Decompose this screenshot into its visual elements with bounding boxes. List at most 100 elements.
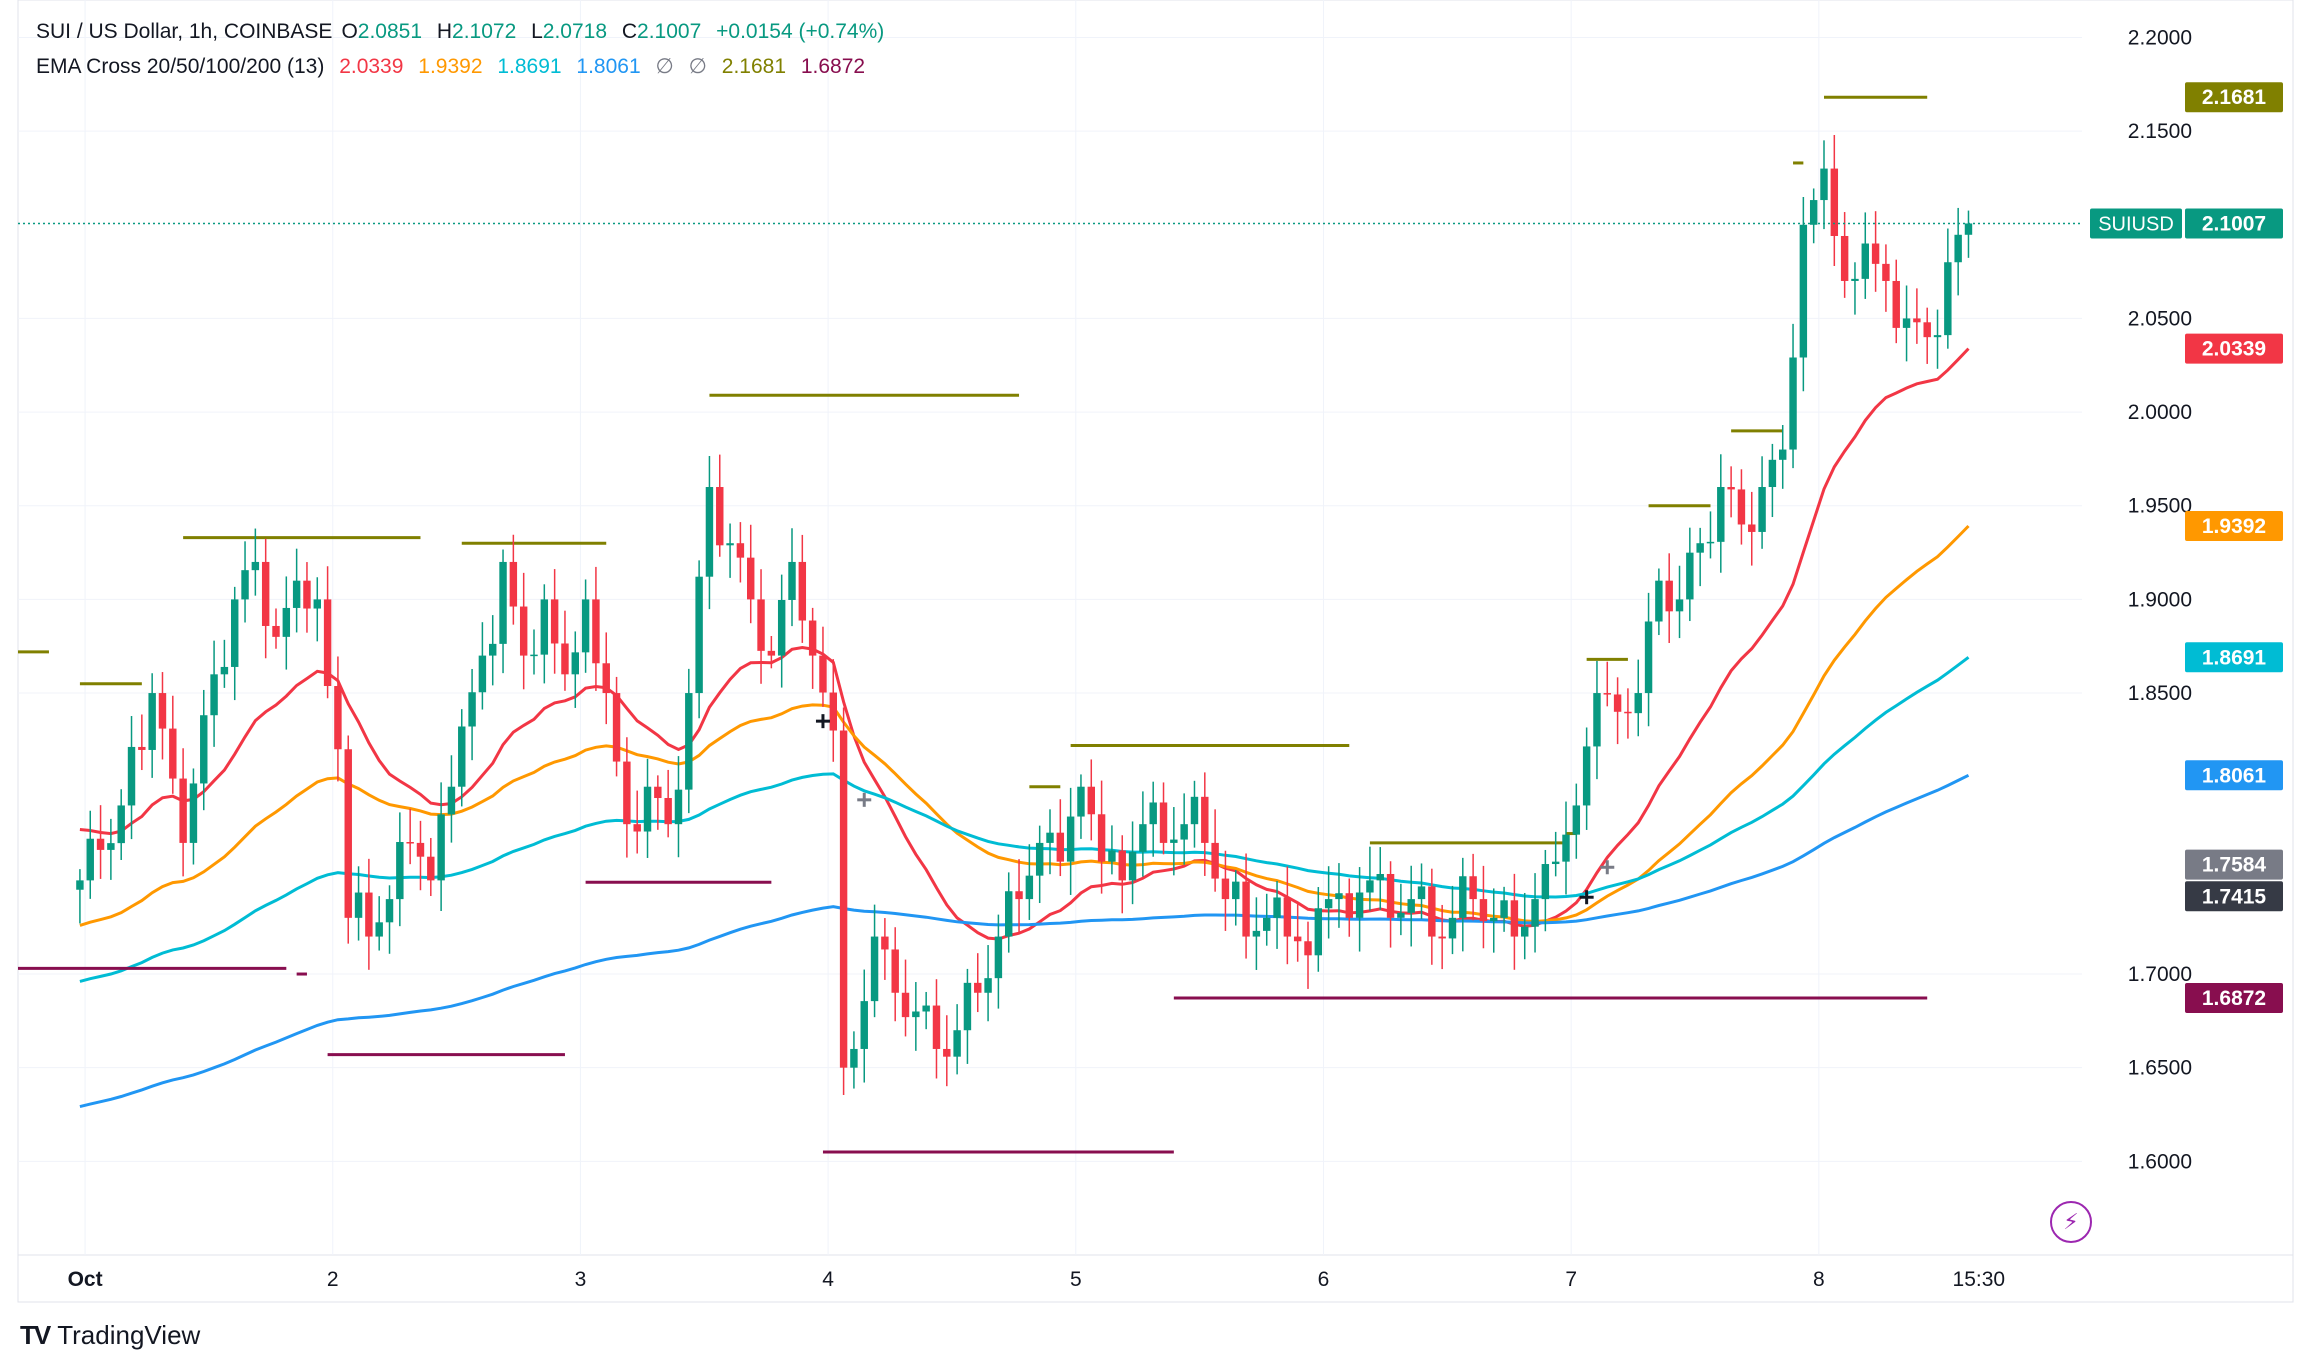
- candle-body: [282, 607, 291, 637]
- candle: [767, 635, 776, 669]
- candle: [695, 560, 703, 719]
- cross-mark: [1579, 890, 1594, 905]
- candle-body: [602, 663, 610, 694]
- candle: [231, 586, 239, 701]
- candle-body: [571, 652, 579, 675]
- candle-body: [860, 1001, 868, 1049]
- candle: [447, 755, 456, 843]
- low-label: L2.0718: [531, 20, 608, 43]
- candle-body: [1108, 850, 1116, 862]
- y-tick-label: 1.9500: [2128, 495, 2192, 518]
- candle-body: [210, 674, 218, 716]
- candle-body: [623, 761, 631, 825]
- candle-body: [385, 899, 394, 923]
- candle-body: [1737, 489, 1746, 525]
- candle: [251, 528, 260, 596]
- candle-body: [1779, 449, 1787, 460]
- candle: [1211, 809, 1219, 892]
- candle: [602, 632, 610, 725]
- candle-body: [96, 838, 105, 850]
- candle: [1438, 904, 1446, 970]
- candle: [1221, 850, 1230, 931]
- candle-body: [1056, 832, 1065, 862]
- candle-body: [1933, 335, 1942, 338]
- candle-body: [1799, 224, 1808, 358]
- x-tick-label: 6: [1318, 1268, 1330, 1291]
- candle: [127, 716, 136, 840]
- candle-body: [994, 936, 1003, 979]
- candle-body: [1861, 243, 1869, 279]
- candle: [1139, 791, 1147, 877]
- candle-body: [1634, 693, 1642, 714]
- candle: [974, 953, 982, 1013]
- candle: [1232, 870, 1240, 926]
- candle-body: [1717, 487, 1725, 542]
- candle: [1634, 659, 1642, 737]
- candle: [530, 629, 538, 675]
- price-axis[interactable]: 2.2000 2.1500 2.0500 2.0000 1.9500 1.9000 1.85…: [2128, 26, 2192, 1173]
- candle-body: [86, 838, 94, 881]
- tradingview-brand[interactable]: TV TradingView: [20, 1320, 200, 1351]
- candle: [489, 615, 497, 686]
- candle: [1190, 780, 1199, 848]
- candle: [1593, 660, 1601, 780]
- candle-body: [1448, 917, 1457, 939]
- cross-mark: [815, 714, 830, 729]
- candle: [1809, 188, 1818, 244]
- candle-body: [1345, 893, 1353, 918]
- candle: [819, 626, 827, 707]
- candle-body: [1459, 876, 1467, 918]
- ema50-line: [79, 524, 1970, 927]
- candle: [1686, 527, 1694, 622]
- candle: [592, 566, 600, 691]
- axis-price-tag: 2.1007: [2185, 208, 2283, 239]
- candle: [158, 672, 167, 760]
- candle-body: [1758, 487, 1766, 532]
- candle: [1768, 443, 1777, 518]
- ema100-value: 1.8691: [497, 55, 562, 78]
- symbol-legend[interactable]: SUI / US Dollar, 1h, COINBASE O2.0851 H2.…: [36, 20, 893, 44]
- ema200-value: 1.8061: [576, 55, 641, 78]
- candle: [107, 818, 115, 880]
- candle: [1324, 866, 1333, 939]
- candle: [1727, 466, 1735, 518]
- candle-body: [654, 786, 662, 799]
- price-tag-text: 2.1681: [2202, 86, 2267, 109]
- candle-body: [1582, 746, 1591, 806]
- candle-body: [509, 561, 518, 607]
- lightning-bolt-icon[interactable]: ⚡: [2050, 1201, 2092, 1243]
- candle-body: [1376, 874, 1384, 881]
- candle-body: [251, 561, 260, 571]
- candle-body: [1541, 864, 1550, 900]
- indicator-legend[interactable]: EMA Cross 20/50/100/200 (13) 2.0339 1.93…: [36, 54, 874, 79]
- price-tag-bg: [2185, 208, 2283, 239]
- candle: [736, 522, 745, 583]
- candle: [220, 639, 229, 688]
- price-tag-text: 1.6872: [2202, 987, 2266, 1010]
- ema200-line: [79, 773, 1970, 1109]
- candle: [808, 607, 817, 689]
- candle-body: [1479, 899, 1488, 922]
- candle: [1799, 197, 1808, 392]
- brand-text: TradingView: [57, 1320, 201, 1350]
- candle-body: [633, 824, 641, 832]
- candle-body: [1314, 908, 1323, 956]
- time-axis[interactable]: Oct 2 3 4 5 6 7 8 15:30: [68, 1268, 2006, 1291]
- candle: [550, 569, 559, 674]
- candle: [1820, 140, 1828, 230]
- close-value: 2.1007: [637, 20, 702, 43]
- candle-body: [757, 599, 765, 651]
- candle: [1015, 859, 1023, 933]
- y-tick-label: 2.1500: [2128, 120, 2192, 143]
- price-tag-text: 1.9392: [2202, 515, 2266, 538]
- candle: [1159, 782, 1168, 855]
- candle: [1706, 511, 1715, 559]
- candle: [1417, 863, 1426, 919]
- candle: [1355, 867, 1364, 952]
- axis-price-tag: 1.9392: [2185, 510, 2283, 541]
- candle-body: [1840, 235, 1849, 281]
- swing-level-lines: [18, 95, 1928, 1154]
- candle-body: [808, 620, 817, 656]
- candle: [1624, 688, 1632, 739]
